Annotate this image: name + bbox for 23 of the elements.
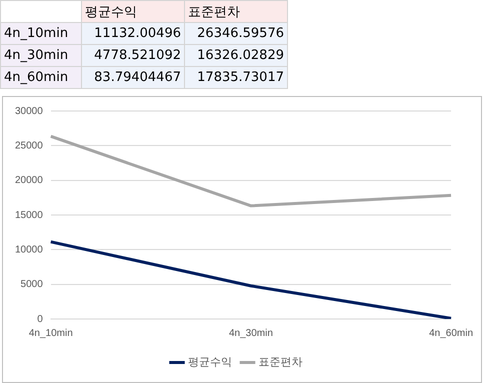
text: 4n_10min xyxy=(0,22,82,44)
y-tick-label: 25000 xyxy=(14,140,44,152)
y-tick-label: 20000 xyxy=(14,175,44,186)
text: 4n_60min xyxy=(0,66,82,88)
text: 4778.521092 xyxy=(82,44,184,66)
text: 평균수익 xyxy=(82,0,184,22)
y-tick-label: 15000 xyxy=(14,210,44,221)
legend-label: 평균수익 xyxy=(188,355,232,368)
text: 26346.59576 xyxy=(184,22,288,44)
y-tick-label: 10000 xyxy=(14,244,44,256)
text: 11132.00496 xyxy=(82,22,184,44)
x-tick-label: 4n_10min xyxy=(28,328,73,339)
legend-label: 표준편차 xyxy=(258,355,302,368)
text: 83.79404467 xyxy=(82,66,184,88)
y-tick-label: 30000 xyxy=(14,106,44,117)
y-tick-label: 5000 xyxy=(20,279,44,290)
text: 17835.73017 xyxy=(184,66,288,88)
x-tick-label: 4n_60min xyxy=(429,328,473,339)
text: 4n_30min xyxy=(0,44,82,66)
text: 16326.02829 xyxy=(184,44,288,66)
x-tick-label: 4n_30min xyxy=(228,328,273,339)
y-tick-label: 0 xyxy=(37,314,44,325)
text: 표준편차 xyxy=(184,0,288,22)
